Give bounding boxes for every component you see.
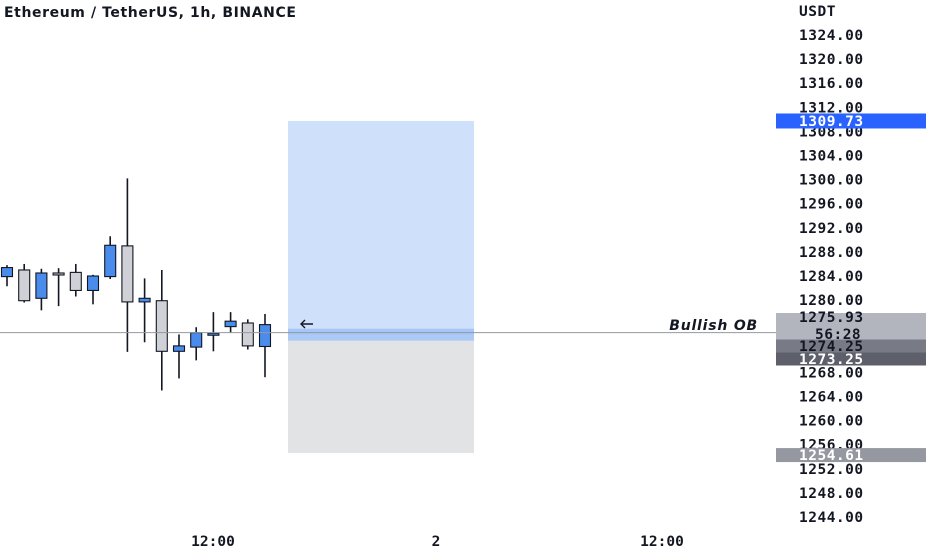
position-zones: [288, 120, 474, 454]
arrow-icon: [300, 319, 313, 329]
candle-body-down: [69, 271, 82, 292]
time-tick-label: 2: [432, 534, 441, 550]
candles: [0, 178, 272, 391]
candle-body-up: [86, 275, 100, 292]
candle-countdown: 56:28: [815, 327, 861, 343]
time-tick-label: 12:00: [191, 534, 235, 550]
price-tick-label: 1292.00: [799, 221, 864, 237]
candle[interactable]: [0, 265, 14, 287]
time-tick-label: 12:00: [640, 534, 684, 550]
price-tick-label: 1244.00: [799, 510, 864, 526]
price-tick-label: 1300.00: [799, 173, 864, 189]
currency-label: USDT: [799, 4, 836, 20]
price-tick-label: 1252.00: [799, 462, 864, 478]
candle-body-down: [155, 300, 168, 352]
candle[interactable]: [69, 263, 82, 297]
price-tag-background: [776, 113, 926, 129]
profit-zone[interactable]: [288, 120, 474, 335]
price-tick-label: 1324.00: [799, 28, 864, 44]
price-tag-background: [776, 352, 926, 366]
order-block-zone[interactable]: [288, 328, 474, 341]
price-tag-label: 1309.73: [799, 114, 864, 130]
candle-body-up: [104, 244, 117, 278]
candle[interactable]: [52, 268, 65, 307]
price-tick-label: 1316.00: [799, 76, 864, 92]
price-tag-ob-high[interactable]: 1274.25: [776, 339, 926, 355]
candle-body-up: [207, 332, 220, 336]
price-axis[interactable]: 1324.001320.001316.001312.001308.001304.…: [799, 28, 864, 526]
candle[interactable]: [224, 312, 237, 333]
price-tag-label: 1254.61: [799, 448, 864, 464]
price-tag-label: 1274.25: [799, 339, 864, 355]
candle[interactable]: [35, 268, 48, 311]
price-tick-label: 1268.00: [799, 365, 864, 381]
price-tick-label: 1296.00: [799, 197, 864, 213]
price-tag-background: [776, 448, 926, 463]
candle-body-up: [0, 267, 14, 278]
price-tag-label: 1273.25: [799, 352, 864, 368]
price-tick-label: 1260.00: [799, 414, 864, 430]
chart-title: Ethereum / TetherUS, 1h, BINANCE: [4, 5, 297, 21]
candle-body-up: [172, 345, 186, 352]
price-tick-label: 1264.00: [799, 390, 864, 406]
candle-body-up: [35, 272, 48, 299]
price-tag-label: 1275.93: [799, 310, 864, 326]
candle-body-down: [18, 269, 31, 302]
bullish-ob-label: Bullish OB: [669, 318, 758, 334]
price-tick-label: 1248.00: [799, 486, 864, 502]
price-tag-target[interactable]: 1309.73: [776, 113, 926, 130]
candle[interactable]: [121, 178, 134, 352]
candle[interactable]: [258, 313, 272, 378]
price-tag-ob-low[interactable]: 1273.25: [776, 352, 926, 368]
candle-body-up: [138, 297, 151, 303]
price-tick-label: 1312.00: [799, 100, 864, 116]
candle[interactable]: [104, 236, 117, 280]
candle-body-up: [190, 332, 203, 348]
price-tick-label: 1284.00: [799, 269, 864, 285]
candle-body-down: [241, 322, 254, 347]
price-tick-label: 1304.00: [799, 149, 864, 165]
candle[interactable]: [172, 334, 186, 379]
price-tag-background: [776, 339, 926, 353]
price-tick-label: 1288.00: [799, 245, 864, 261]
candle[interactable]: [207, 312, 220, 352]
candle-body-down: [121, 245, 134, 303]
candle-body-up: [224, 320, 237, 328]
candle[interactable]: [155, 269, 168, 391]
time-axis[interactable]: 12:00 2 12:00: [191, 534, 684, 550]
price-lines: [0, 319, 776, 334]
price-tick-label: 1280.00: [799, 293, 864, 309]
candle-body-down: [52, 272, 65, 276]
candle[interactable]: [86, 274, 100, 305]
candle[interactable]: [138, 278, 151, 343]
price-tag-stop[interactable]: 1254.61: [776, 448, 926, 464]
candle[interactable]: [241, 319, 254, 350]
loss-zone[interactable]: [288, 340, 474, 454]
candle-body-up: [258, 324, 272, 348]
price-tick-label: 1320.00: [799, 52, 864, 68]
price-tag-background: [776, 313, 926, 341]
candle[interactable]: [18, 263, 31, 303]
